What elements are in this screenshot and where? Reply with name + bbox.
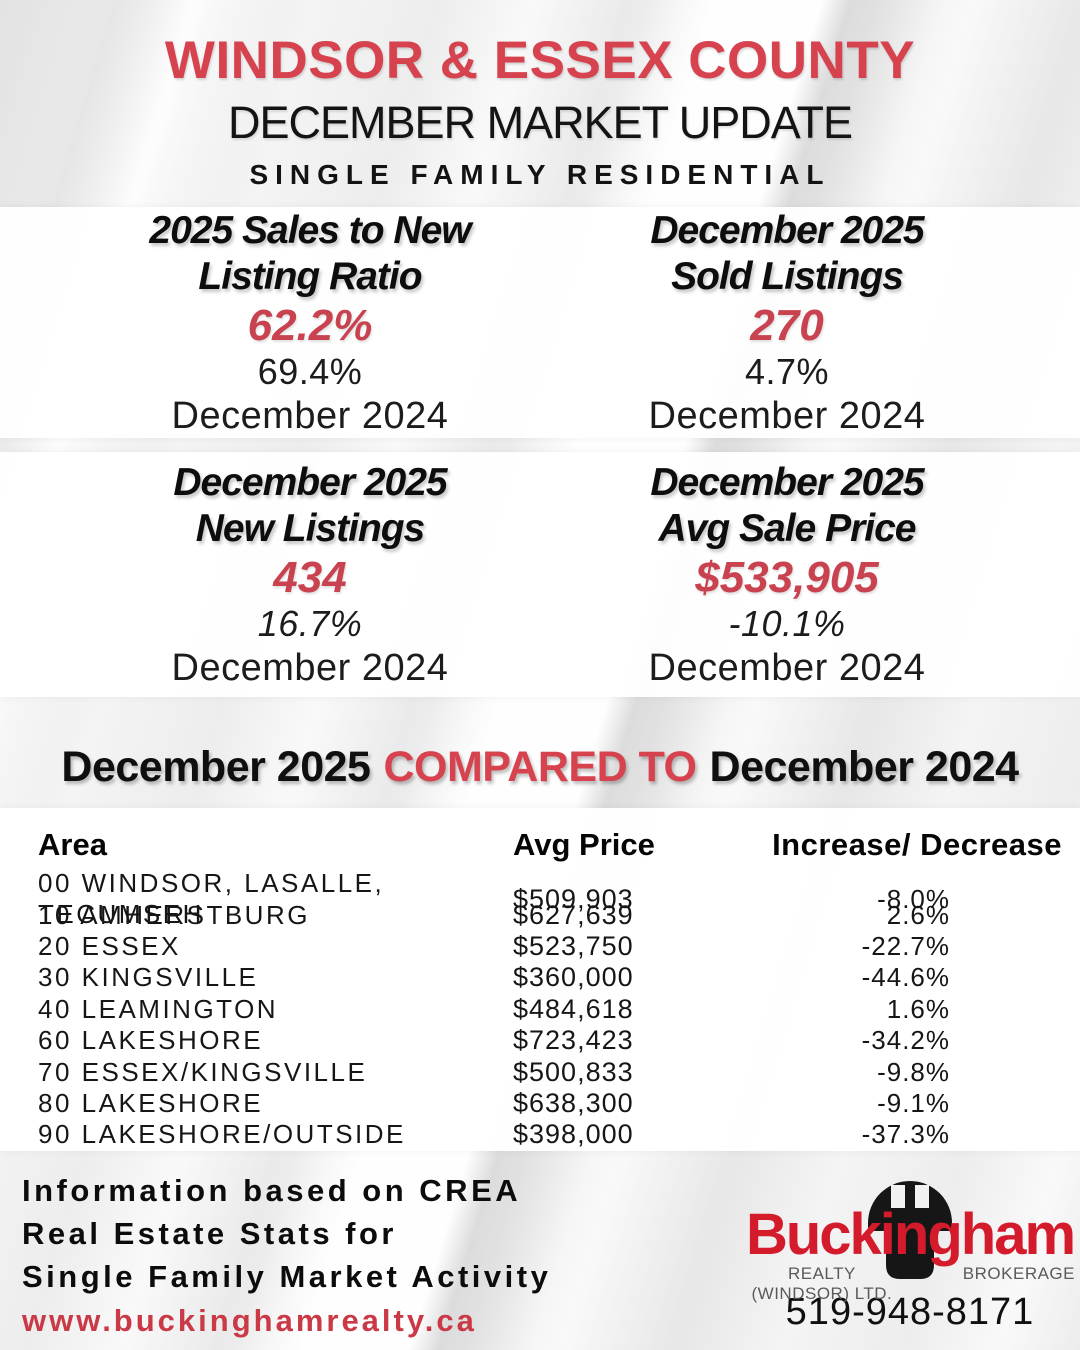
disclaimer-line: Real Estate Stats for: [22, 1216, 397, 1251]
rook-castle-icon: [868, 1181, 952, 1279]
cell-change: -34.2%: [861, 1025, 950, 1056]
stat-previous-value: 16.7%: [257, 602, 363, 644]
cell-area: 00 WINDSOR, LASALLE, TECUMSEH: [38, 868, 385, 929]
stats-row-1: 2025 Sales to New Listing Ratio 62.2% 69…: [0, 207, 1080, 438]
cell-avg-price: $627,639: [513, 899, 634, 930]
comparison-suffix: December 2024: [709, 742, 1020, 791]
stat-title: December 2025 Avg Sale Price: [517, 460, 1057, 552]
stat-title-line1: 2025 Sales to New: [149, 208, 471, 252]
cell-avg-price: $484,618: [513, 993, 634, 1024]
table-row: 20 ESSEX $523,750 -22.7%: [38, 931, 1062, 962]
stat-title-line1: December 2025: [650, 460, 924, 504]
phone-number: 519-948-8171: [785, 1291, 1035, 1333]
stat-title-line2: Sold Listings: [671, 254, 904, 298]
cell-change: -44.6%: [861, 962, 950, 993]
stat-previous-label: December 2024: [171, 646, 449, 689]
cell-change: -8.0%: [877, 883, 950, 914]
comparison-title: December 2025 COMPARED TO December 2024: [0, 727, 1080, 807]
stat-title: December 2025 Sold Listings: [517, 208, 1057, 300]
stat-card-sales-to-new-listing-ratio: 2025 Sales to New Listing Ratio 62.2% 69…: [40, 207, 580, 438]
table-row: 90 LAKESHORE/OUTSIDE $398,000 -37.3%: [38, 1119, 1062, 1150]
comparison-highlight: COMPARED TO: [383, 742, 697, 791]
stat-previous-value: 69.4%: [257, 350, 363, 392]
cell-change: 2.6%: [886, 899, 950, 930]
stat-title: 2025 Sales to New Listing Ratio: [40, 208, 580, 300]
column-header-area: Area: [38, 827, 107, 862]
cell-change: -9.1%: [877, 1087, 950, 1118]
table-row: 60 LAKESHORE $723,423 -34.2%: [38, 1025, 1062, 1056]
stat-card-new-listings: December 2025 New Listings 434 16.7% Dec…: [40, 452, 580, 697]
logo-subtext-left: REALTY (WINDSOR) LTD.: [751, 1264, 893, 1303]
cell-area: 30 KINGSVILLE: [38, 962, 259, 993]
table-row: 10 AMHERSTBURG $627,639 2.6%: [38, 899, 1062, 930]
stat-previous-label: December 2024: [648, 646, 926, 689]
cell-change: 1.6%: [886, 993, 950, 1024]
footer: Information based on CREA Real Estate St…: [0, 1151, 1080, 1350]
header: WINDSOR & ESSEX COUNTY DECEMBER MARKET U…: [0, 0, 1080, 207]
column-header-increase-decrease: Increase/ Decrease: [772, 827, 1062, 862]
cell-area: 40 LEAMINGTON: [38, 993, 279, 1024]
cell-change: -9.8%: [877, 1056, 950, 1087]
cell-avg-price: $509,903: [513, 883, 634, 914]
stat-title-line1: December 2025: [173, 460, 447, 504]
website-link[interactable]: www.buckinghamrealty.ca: [22, 1303, 477, 1338]
table-row: 00 WINDSOR, LASALLE, TECUMSEH $509,903 -…: [38, 868, 1062, 929]
stat-title-line2: Avg Sale Price: [658, 506, 917, 550]
page-title: WINDSOR & ESSEX COUNTY: [164, 31, 916, 90]
stat-title-line2: Listing Ratio: [198, 254, 422, 298]
cell-area: 70 ESSEX/KINGSVILLE: [38, 1056, 368, 1087]
cell-area: 20 ESSEX: [38, 930, 181, 961]
stat-value: $533,905: [695, 552, 879, 602]
page-subtitle: DECEMBER MARKET UPDATE: [228, 97, 853, 148]
stat-previous-label: December 2024: [171, 394, 449, 437]
area-comparison-table: Area Avg Price Increase/ Decrease 00 WIN…: [0, 808, 1080, 1151]
cell-avg-price: $500,833: [513, 1056, 634, 1087]
cell-avg-price: $523,750: [513, 930, 634, 961]
table-header-row: Area Avg Price Increase/ Decrease: [38, 822, 1062, 868]
stat-previous-value: 4.7%: [744, 350, 830, 392]
cell-area: 90 LAKESHORE/OUTSIDE: [38, 1119, 406, 1150]
stats-row-2: December 2025 New Listings 434 16.7% Dec…: [0, 452, 1080, 697]
table-row: 70 ESSEX/KINGSVILLE $500,833 -9.8%: [38, 1056, 1062, 1087]
disclaimer-line: Information based on CREA: [22, 1173, 522, 1208]
logo-subtext-right: BROKERAGE: [962, 1264, 1075, 1283]
stat-value: 62.2%: [247, 300, 373, 350]
cell-avg-price: $360,000: [513, 962, 634, 993]
cell-change: -37.3%: [861, 1119, 950, 1150]
cell-area: 10 AMHERSTBURG: [38, 899, 310, 930]
stat-title-line1: December 2025: [650, 208, 924, 252]
comparison-prefix: December 2025: [61, 742, 371, 791]
table-row: 80 LAKESHORE $638,300 -9.1%: [38, 1088, 1062, 1119]
cell-change: -22.7%: [861, 930, 950, 961]
stat-previous-label: December 2024: [648, 394, 926, 437]
column-header-avg-price: Avg Price: [513, 827, 655, 862]
logo-subtext: REALTY (WINDSOR) LTD. BROKERAGE: [745, 1264, 1075, 1304]
stat-value: 434: [273, 552, 347, 602]
cell-avg-price: $638,300: [513, 1087, 634, 1118]
stat-card-avg-sale-price: December 2025 Avg Sale Price $533,905 -1…: [517, 452, 1057, 697]
disclaimer-line: Single Family Market Activity: [22, 1259, 552, 1294]
table-row: 40 LEAMINGTON $484,618 1.6%: [38, 994, 1062, 1025]
table-row: 30 KINGSVILLE $360,000 -44.6%: [38, 962, 1062, 993]
stat-title-line2: New Listings: [195, 506, 426, 550]
stat-value: 270: [750, 300, 824, 350]
logo-wordmark: Buckingham: [745, 1202, 1076, 1267]
cell-area: 60 LAKESHORE: [38, 1025, 264, 1056]
page-category: SINGLE FAMILY RESIDENTIAL: [249, 159, 831, 190]
stat-previous-value: -10.1%: [728, 602, 846, 644]
stat-card-sold-listings: December 2025 Sold Listings 270 4.7% Dec…: [517, 207, 1057, 438]
buckingham-logo: Buckingham REALTY (WINDSOR) LTD. BROKERA…: [745, 1165, 1076, 1304]
cell-avg-price: $723,423: [513, 1025, 634, 1056]
cell-area: 80 LAKESHORE: [38, 1087, 264, 1118]
stat-title: December 2025 New Listings: [40, 460, 580, 552]
disclaimer-text: Information based on CREA Real Estate St…: [22, 1169, 551, 1298]
cell-avg-price: $398,000: [513, 1119, 634, 1150]
